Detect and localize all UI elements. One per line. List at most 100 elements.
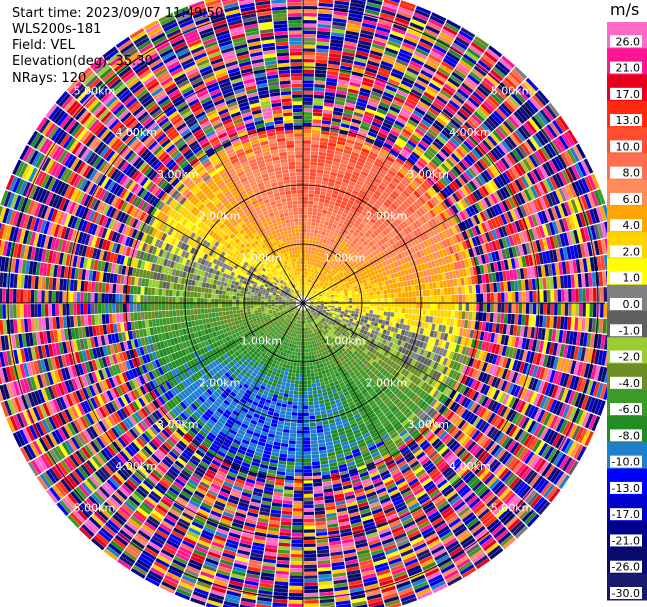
radar-gate (309, 168, 317, 173)
radar-gate (338, 265, 343, 270)
radar-gate (396, 317, 401, 324)
radar-gate (353, 250, 358, 256)
radar-gate (312, 285, 316, 289)
radar-gate (309, 257, 313, 262)
radar-gate (385, 218, 392, 225)
radar-gate (314, 292, 318, 296)
radar-gate (440, 162, 450, 173)
radar-gate (308, 283, 311, 287)
radar-gate (328, 53, 342, 59)
radar-gate (334, 202, 341, 208)
radar-gate (421, 194, 429, 203)
radar-gate (307, 278, 310, 283)
radar-gate (471, 247, 477, 257)
radar-gate (358, 293, 363, 297)
radar-gate (466, 182, 475, 193)
radar-gate (317, 205, 324, 210)
radar-gate (382, 236, 389, 243)
radar-gate (444, 105, 456, 116)
radar-gate (315, 278, 319, 283)
radar-gate (341, 224, 347, 230)
radar-gate (432, 267, 438, 275)
radar-gate (546, 124, 558, 139)
radar-gate (409, 136, 419, 146)
radar-gate (330, 263, 334, 268)
radar-gate (305, 278, 307, 283)
radar-gate (412, 165, 421, 174)
radar-gate (517, 144, 528, 158)
radar-gate (426, 163, 435, 173)
radar-gate (312, 204, 319, 209)
radar-gate (329, 283, 334, 287)
radar-gate (379, 194, 388, 201)
radar-gate (342, 116, 352, 122)
radar-gate (473, 130, 484, 142)
radar-gate (381, 319, 386, 325)
radar-gate (380, 303, 385, 307)
radar-gate (484, 153, 495, 165)
radar-gate (355, 294, 360, 298)
radar-gate (324, 251, 329, 256)
radar-gate (358, 214, 365, 220)
radar-gate (310, 165, 317, 170)
radar-gate (303, 200, 308, 204)
radar-gate (525, 303, 530, 314)
radar-gate (328, 56, 341, 62)
radar-gate (311, 284, 314, 288)
radar-gate (465, 294, 470, 303)
radar-gate (354, 108, 365, 115)
radar-gate (351, 118, 362, 125)
radar-gate (567, 129, 579, 145)
radar-gate (405, 198, 413, 206)
radar-gate (383, 289, 388, 295)
radar-gate (501, 225, 508, 237)
radar-gate (539, 303, 544, 315)
radar-gate (501, 172, 511, 184)
radar-gate (356, 180, 364, 187)
radar-gate (495, 127, 506, 140)
radar-gate (518, 303, 523, 314)
radar-gate (400, 313, 405, 319)
radar-gate (402, 128, 413, 137)
radar-gate (504, 76, 518, 90)
radar-gate (462, 303, 466, 311)
radar-gate (336, 143, 345, 149)
radar-gate (314, 291, 318, 295)
radar-gate (327, 252, 332, 257)
radar-gate (520, 175, 530, 188)
radar-gate (585, 210, 594, 225)
radar-gate (443, 199, 451, 208)
radar-gate (536, 111, 549, 126)
radar-gate (412, 110, 424, 119)
radar-gate (411, 221, 419, 230)
radar-gate (535, 226, 542, 239)
radar-gate (488, 45, 503, 58)
radar-gate (350, 217, 357, 223)
radar-gate (341, 200, 348, 206)
radar-gate (393, 272, 399, 278)
radar-gate (348, 281, 353, 286)
radar-gate (440, 189, 449, 199)
radar-gate (421, 168, 430, 178)
radar-gate (579, 212, 587, 227)
radar-gate (385, 115, 396, 123)
radar-gate (310, 254, 314, 258)
radar-gate (413, 245, 420, 253)
radar-gate (347, 272, 352, 277)
radar-gate (469, 71, 483, 83)
radar-gate (316, 172, 323, 178)
radar-gate (441, 60, 455, 71)
radar-gate (359, 173, 367, 180)
radar-gate (344, 145, 353, 152)
radar-gate (582, 303, 586, 317)
radar-gate (449, 194, 457, 205)
radar-gate (352, 67, 365, 74)
radar-gate (515, 303, 519, 314)
radar-gate (378, 225, 385, 232)
radar-gate (345, 258, 351, 263)
radar-gate (314, 286, 318, 290)
radar-gate (407, 268, 413, 275)
radar-gates (0, 0, 622, 607)
radar-gate (350, 277, 355, 282)
radar-gate (333, 252, 339, 258)
